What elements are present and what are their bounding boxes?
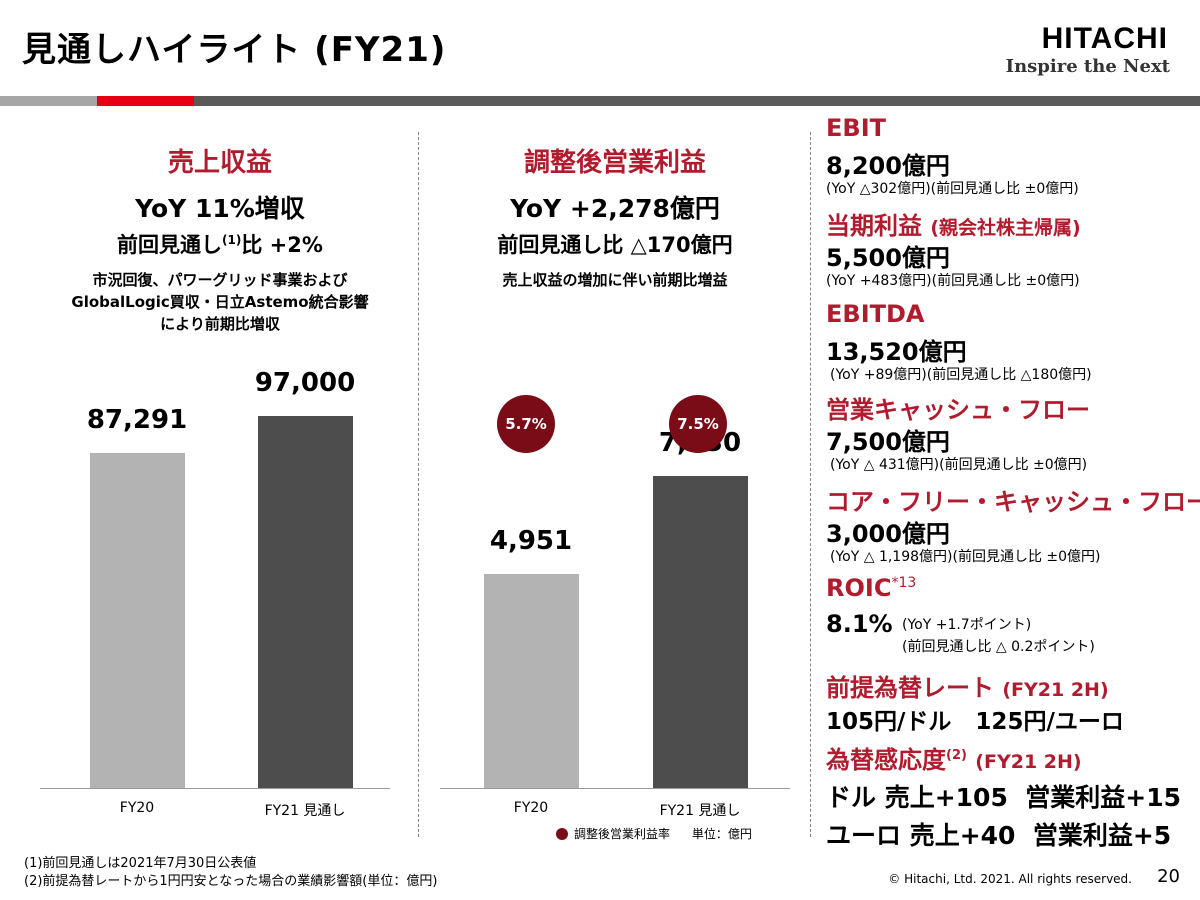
revenue-note-line: 市況回復、パワーグリッド事業および [92,271,348,289]
adj-op-x-label-fy21: FY21 見通し [659,803,741,819]
margin-rate-fy20: 5.7% [497,395,555,453]
revenue-prev-prefix: 前回見通し [117,233,223,257]
roic-value: 8.1% [826,610,893,638]
footnote-2: (2)前提為替レートから1円円安となった場合の業績影響額(単位：億円) [24,874,438,889]
revenue-x-label-fy20: FY20 [119,800,155,816]
adj-op-header: 調整後営業利益 YoY +2,278億円 前回見通し比 △170億円 売上収益の… [420,142,810,291]
band-dark [194,96,1200,106]
roic-footnote-ref: *13 [891,575,917,591]
adj-op-title: 調整後営業利益 [523,148,706,178]
net-income-sub: (YoY +483億円)(前回見通し比 ±0億円) [826,273,1080,289]
fx-rate-label: 前提為替レート (FY21 2H) [826,668,1109,703]
revenue-bar-fy20 [89,453,185,788]
adj-op-chart-axis [440,788,790,789]
band-red [97,96,194,106]
adj-op-legend: 調整後営業利益率 単位：億円 [556,825,752,842]
legend-label: 調整後営業利益率 [574,827,671,841]
net-income-label-note: (親会社株主帰属) [930,217,1081,239]
revenue-prev-suffix: 比 +2% [241,233,323,257]
copyright: © Hitachi, Ltd. 2021. All rights reserve… [888,872,1132,886]
revenue-note: 市況回復、パワーグリッド事業および GlobalLogic買収・日立Astemo… [22,269,418,335]
unit-label: 単位：億円 [691,827,752,841]
op-cf-sub: (YoY △ 431億円)(前回見通し比 ±0億円) [830,457,1088,473]
adj-op-note: 売上収益の増加に伴い前期比増益 [502,271,728,289]
revenue-header: 売上収益 YoY 11%増収 前回見通し(1)比 +2% 市況回復、パワーグリッ… [22,142,418,335]
net-income-label: 当期利益 (親会社株主帰属) [826,206,1081,241]
logo-tagline: Inspire the Next [1005,56,1170,77]
revenue-note-line: により前期比増収 [160,315,280,333]
fx-sens-footnote-ref: (2) [946,748,967,763]
revenue-value-label-fy21: 97,000 [254,368,356,398]
ebitda-sub: (YoY +89億円)(前回見通し比 △180億円) [830,367,1092,383]
adj-op-bar-fy21 [652,476,748,788]
fx-sens-euro: ユーロ 売上+40 営業利益+5 [826,821,1172,850]
fx-sens-label-period: (FY21 2H) [975,751,1082,773]
revenue-title: 売上収益 [167,148,272,178]
adj-op-prev: 前回見通し比 △170億円 [497,233,733,257]
band-gray [0,96,97,106]
revenue-yoy: YoY 11%増収 [135,194,305,223]
net-income-label-main: 当期利益 [826,212,922,240]
legend-dot-icon [556,828,568,840]
fx-rate-label-period: (FY21 2H) [1002,679,1109,701]
fx-sens-dollar: ドル 売上+105 営業利益+15 [826,783,1181,812]
ebitda-value: 13,520億円 [826,338,967,366]
adj-op-yoy: YoY +2,278億円 [510,194,720,223]
revenue-x-label-fy21: FY21 見通し [264,803,346,819]
op-cf-value: 7,500億円 [826,428,950,456]
ebitda-label: EBITDA [826,300,925,328]
roic-label: ROIC*13 [826,574,916,602]
hitachi-logo: HITACHI [1041,22,1168,55]
margin-rate-fy21: 7.5% [669,395,727,453]
revenue-value-label-fy20: 87,291 [86,405,188,435]
net-income-value: 5,500億円 [826,244,950,272]
fx-sens-label-main: 為替感応度 [826,746,946,774]
adj-op-bar-fy20 [483,574,579,788]
revenue-prev: 前回見通し(1)比 +2% [22,229,418,259]
core-fcf-label: コア・フリー・キャッシュ・フロー [826,488,1200,516]
header-band [0,96,1200,106]
roic-sub-prev: (前回見通し比 △ 0.2ポイント) [902,639,1095,655]
adj-op-value-label-fy20: 4,951 [489,526,573,556]
revenue-prev-footnote-ref: (1) [222,233,242,247]
fx-rate-label-main: 前提為替レート [826,674,994,702]
adj-op-x-label-fy20: FY20 [513,800,549,816]
revenue-note-line: GlobalLogic買収・日立Astemo統合影響 [71,293,369,311]
roic-sub-yoy: (YoY +1.7ポイント) [902,617,1032,633]
fx-sens-label: 為替感応度(2) (FY21 2H) [826,740,1082,775]
core-fcf-sub: (YoY △ 1,198億円)(前回見通し比 ±0億円) [830,549,1101,565]
footnote-1: (1)前回見通しは2021年7月30日公表値 [24,856,257,871]
core-fcf-value: 3,000億円 [826,520,950,548]
revenue-bar-fy21 [257,416,353,788]
section-divider-right [810,132,811,837]
ebit-sub: (YoY △302億円)(前回見通し比 ±0億円) [826,181,1079,197]
fx-rate-value: 105円/ドル 125円/ユーロ [826,709,1124,735]
ebit-value: 8,200億円 [826,152,950,180]
op-cf-label: 営業キャッシュ・フロー [826,396,1090,424]
ebit-label: EBIT [826,114,886,142]
page-number: 20 [1157,866,1180,887]
page-title: 見通しハイライト (FY21) [22,30,447,70]
section-divider-left [418,132,419,837]
roic-label-main: ROIC [826,574,892,602]
revenue-chart-axis [40,788,390,789]
